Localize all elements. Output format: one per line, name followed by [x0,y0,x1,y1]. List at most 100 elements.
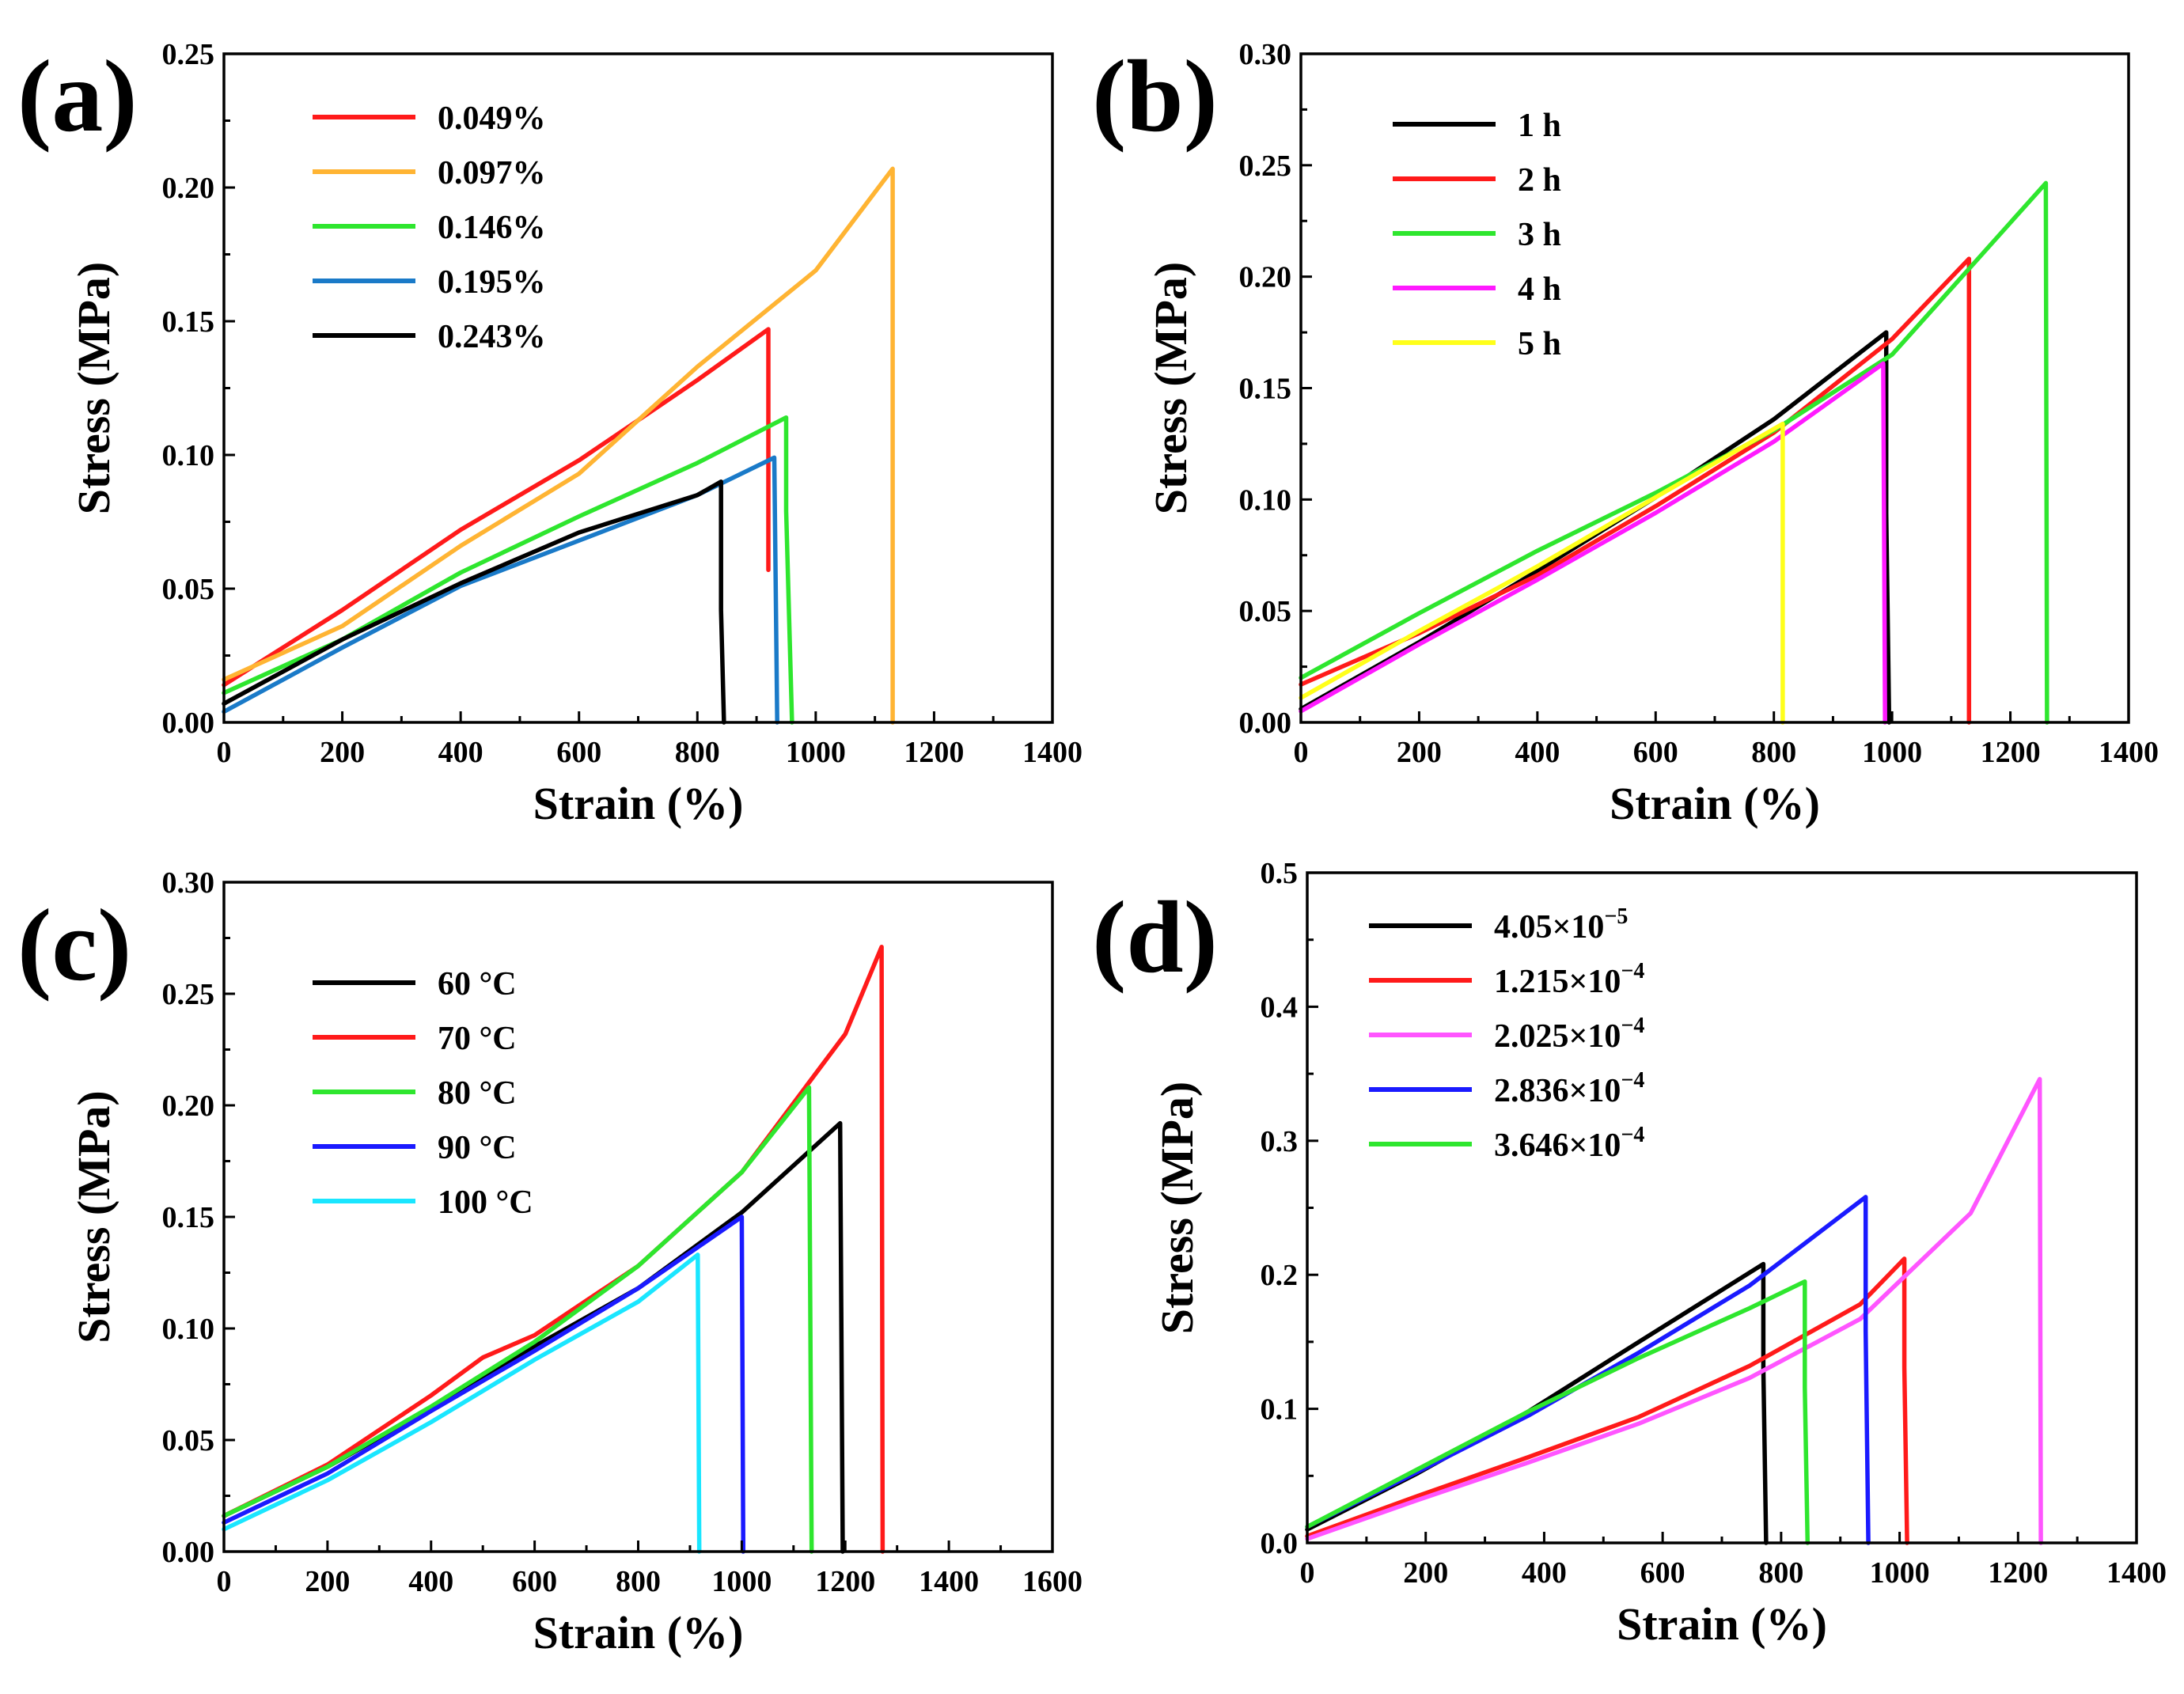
legend-label: 2 h [1518,162,1561,199]
y-tick-label: 0.25 [162,38,215,71]
x-tick-label: 800 [1758,1556,1803,1590]
x-axis-label: Strain (%) [533,778,744,829]
x-tick-label: 1400 [919,1565,979,1598]
x-tick-label: 400 [408,1565,453,1598]
y-tick-label: 0.10 [162,439,215,472]
series-line-4 [222,455,779,725]
x-tick-label: 600 [556,736,601,769]
y-tick-label: 0.15 [1239,373,1292,406]
x-tick-label: 0 [1300,1556,1315,1590]
legend-exponent: −4 [1621,1068,1644,1093]
series-line-3 [1299,180,2049,725]
x-tick-label: 400 [1515,736,1560,769]
legend-exponent: −4 [1621,1014,1644,1038]
x-tick-label: 200 [1403,1556,1448,1590]
panel-a: (a) 0 200 400 600 800 1000 1200 1400 0.00 0.05 0.10… [17,38,1083,829]
y-tick-label: 0.20 [162,172,215,205]
y-tick-label: 0.10 [1239,483,1292,517]
y-tick-label: 0.3 [1261,1125,1299,1158]
y-tick-label: 0.25 [162,978,215,1011]
x-tick-label: 1200 [815,1565,875,1598]
legend-label: 70 °C [438,1021,517,1057]
x-tick-label: 0 [217,1565,232,1598]
legend-label: 0.097% [438,155,546,191]
series-line-2 [222,945,885,1554]
y-tick-label: 0.15 [162,1201,215,1234]
series-line-5 [222,1252,702,1554]
series-line-3 [1305,1077,2043,1545]
legend-exponent: −5 [1604,904,1628,929]
x-axis-label: Strain (%) [1610,778,1820,829]
x-tick-label: 400 [438,736,483,769]
x-tick-label: 400 [1522,1556,1567,1590]
legend-label: 5 h [1518,326,1561,362]
series-line-1 [1305,1261,1769,1545]
x-tick-label: 200 [320,736,365,769]
panel-b: (b) 0 200 400 600 800 1000 1200 1400 0.00 0.05 0.10… [1092,38,2159,829]
panel-d: (d) 0 200 400 600 800 1000 1200 1400 0.0 0.1 0.2 0.3… [1092,857,2167,1650]
x-tick-label: 1200 [904,736,964,769]
panel-label: (d) [1092,881,1218,995]
y-tick-label: 0.30 [162,866,215,900]
legend-exponent: −4 [1621,1123,1644,1147]
legend-label: 0.049% [438,100,546,137]
x-tick-label: 1000 [1870,1556,1930,1590]
y-tick-label: 0.25 [1239,150,1292,183]
y-tick-label: 0.05 [1239,595,1292,628]
plot-area [1306,871,2138,1544]
x-tick-label: 200 [305,1565,350,1598]
x-tick-label: 600 [512,1565,557,1598]
x-tick-label: 1600 [1022,1565,1083,1598]
y-tick-label: 0.00 [1239,707,1292,740]
series-line-4 [1299,361,1887,725]
x-tick-label: 0 [217,736,232,769]
legend-label: 2.836×10−4 [1494,1068,1644,1109]
y-tick-label: 0.5 [1261,857,1299,890]
legend-label: 60 °C [438,966,517,1002]
series-line-1 [1299,330,1892,725]
y-tick-label: 0.0 [1261,1527,1299,1560]
legend-label: 2.025×10−4 [1494,1014,1644,1055]
legend-label: 90 °C [438,1130,517,1166]
x-tick-label: 1400 [2099,736,2159,769]
x-tick-label: 1000 [1862,736,1922,769]
y-tick-label: 0.4 [1261,991,1299,1024]
x-tick-label: 800 [616,1565,661,1598]
x-tick-label: 1200 [1981,736,2041,769]
legend-label: 0.243% [438,319,546,355]
x-axis-label: Strain (%) [533,1607,744,1658]
panel-c: (c) 0 200 400 600 800 1000 1200 1400 1600 0.00 0.05… [17,866,1083,1658]
plot-area [1299,52,2130,724]
series-line-1 [222,327,771,688]
legend-label: 100 °C [438,1184,533,1221]
y-tick-label: 0.00 [162,707,215,740]
x-axis-label: Strain (%) [1617,1598,1827,1650]
y-tick-label: 0.2 [1261,1259,1299,1292]
x-tick-label: 600 [1633,736,1678,769]
series-line-2 [1305,1256,1909,1545]
x-tick-label: 200 [1397,736,1442,769]
x-tick-label: 1200 [1988,1556,2048,1590]
legend-label: 4 h [1518,271,1561,308]
series-line-5 [1305,1279,1811,1545]
legend-label: 3.646×10−4 [1494,1123,1644,1164]
x-tick-label: 800 [1751,736,1796,769]
legend-label: 4.05×10−5 [1494,904,1628,946]
y-axis-label: Stress (MPa) [1151,1082,1203,1334]
y-tick-label: 0.05 [162,573,215,606]
x-tick-label: 1000 [711,1565,772,1598]
x-tick-label: 800 [675,736,720,769]
legend-label: 3 h [1518,217,1561,253]
legend-label: 1 h [1518,108,1561,144]
x-tick-label: 0 [1294,736,1309,769]
x-tick-label: 600 [1640,1556,1685,1590]
legend-label: 80 °C [438,1075,517,1112]
series-line-4 [222,1215,746,1554]
series-line-2 [222,166,895,725]
y-axis-label: Stress (MPa) [68,262,119,514]
y-tick-label: 0.20 [162,1090,215,1123]
x-tick-label: 1000 [786,736,846,769]
y-tick-label: 0.1 [1261,1393,1299,1427]
series-line-5 [222,479,726,725]
series-line-4 [1305,1195,1871,1545]
